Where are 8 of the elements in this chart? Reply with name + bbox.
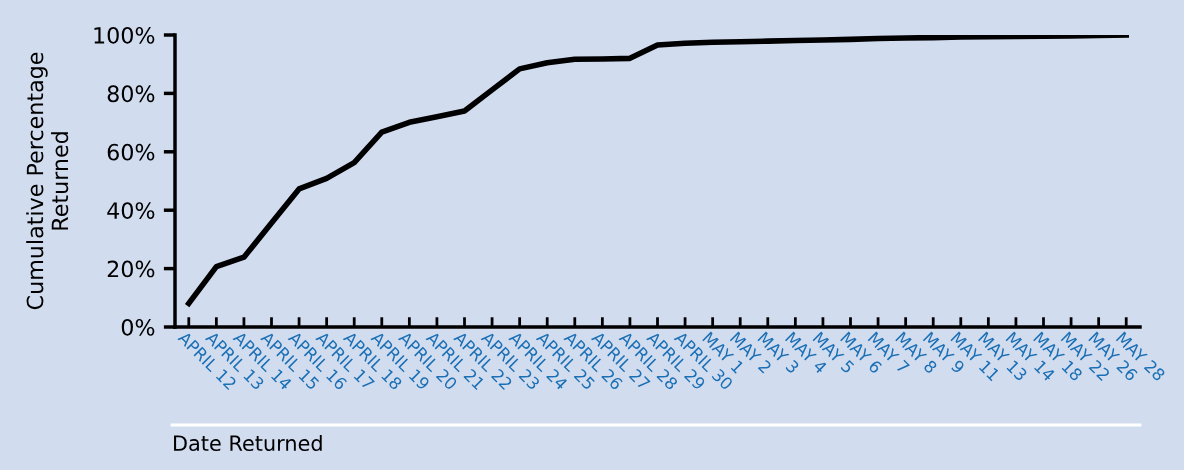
y-tick-label: 80% — [107, 85, 155, 103]
x-axis-title: Date Returned — [174, 434, 322, 452]
y-tick-label: 40% — [107, 202, 155, 219]
y-tick-label: 20% — [107, 260, 155, 278]
y-tick-label: 60% — [107, 143, 155, 161]
y-tick-label: 100% — [94, 26, 155, 44]
y-tick-label: 0% — [121, 318, 155, 336]
y-axis-title: Cumulative Percentage Returned — [26, 52, 69, 310]
